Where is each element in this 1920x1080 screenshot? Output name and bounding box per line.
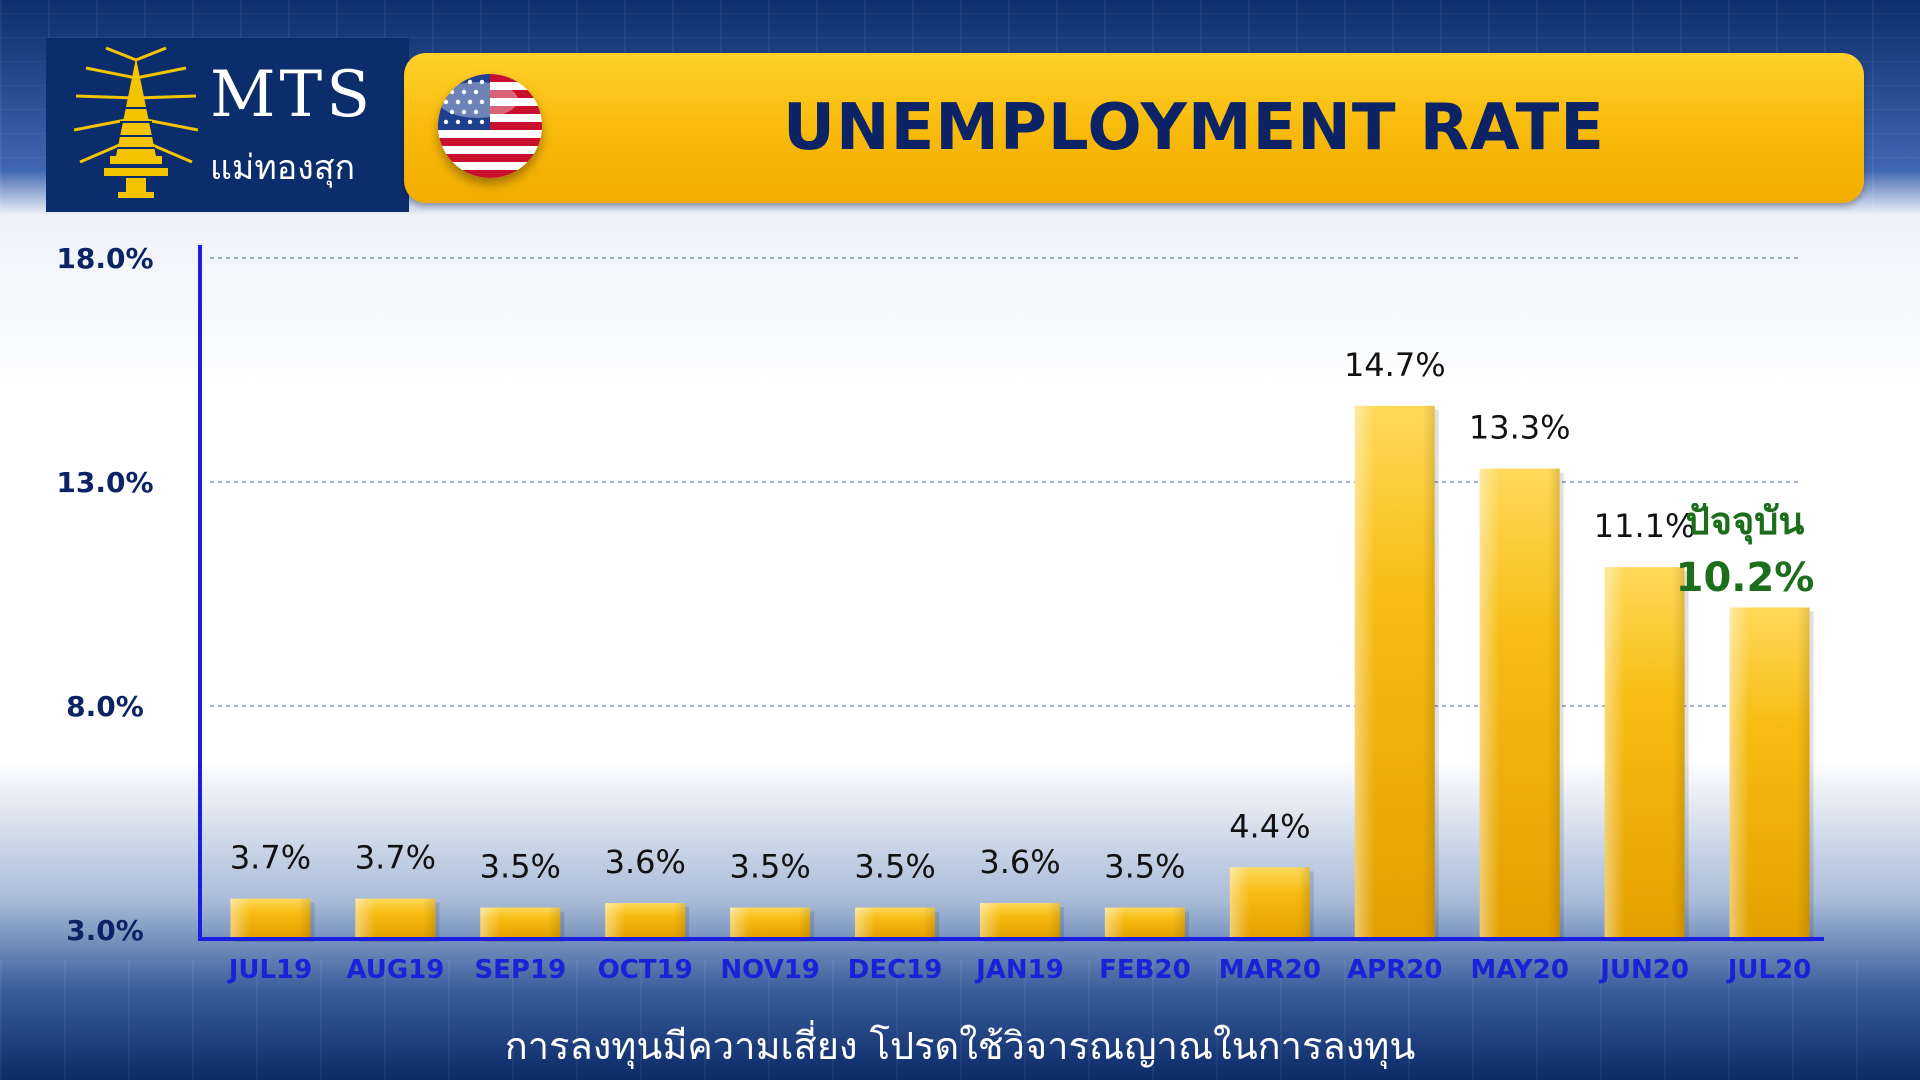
- y-tick-label: 8.0%: [66, 690, 144, 723]
- bar-highlight: [1354, 405, 1435, 939]
- x-tick-label: DEC19: [848, 955, 943, 985]
- x-tick-label: NOV19: [720, 955, 819, 985]
- x-tick-label: MAR20: [1219, 955, 1321, 985]
- logo-panel: [46, 38, 409, 212]
- x-tick-label: SEP19: [474, 955, 566, 985]
- risk-disclaimer: การลงทุนมีความเสี่ยง โปรดใช้วิจารณญาณในก…: [504, 1024, 1416, 1068]
- bar-highlight: [605, 903, 686, 938]
- bar-value-label: 3.5%: [854, 848, 935, 886]
- bar-value-label: 3.7%: [355, 839, 436, 877]
- bar-highlight: [855, 907, 936, 938]
- bar-value-label: 4.4%: [1229, 807, 1310, 845]
- bar-highlight: [1479, 468, 1560, 938]
- bar-value-label: 3.7%: [230, 839, 311, 877]
- background-pattern-bottom: [0, 960, 1920, 1080]
- bar-value-label: 3.5%: [730, 848, 811, 886]
- bar-highlight: [730, 907, 811, 938]
- title-banner: [404, 53, 1864, 203]
- bar-highlight: [1104, 907, 1185, 938]
- x-tick-label: JUN20: [1598, 955, 1689, 985]
- lantern-logo-icon: [73, 46, 199, 198]
- y-tick-label: 13.0%: [56, 466, 153, 499]
- callout-label: ปัจจุบัน: [1685, 499, 1805, 543]
- y-tick-label: 18.0%: [56, 242, 153, 275]
- bar-highlight: [230, 898, 311, 938]
- y-tick-label: 3.0%: [66, 914, 144, 947]
- bar-value-label: 3.5%: [1104, 848, 1185, 886]
- bar-highlight: [1729, 607, 1810, 938]
- bar-highlight: [980, 903, 1060, 938]
- x-tick-label: JAN19: [974, 955, 1064, 985]
- bar-highlight: [355, 898, 436, 938]
- callout-value: 10.2%: [1675, 555, 1815, 601]
- us-flag-icon: [438, 74, 542, 178]
- x-tick-label: AUG19: [346, 955, 444, 985]
- current-value-callout: ปัจจุบัน 10.2%: [1660, 490, 1830, 601]
- bar-value-label: 3.6%: [605, 843, 686, 881]
- page-title: UNEMPLOYMENT RATE: [783, 91, 1605, 165]
- bar-value-label: 11.1%: [1594, 507, 1696, 545]
- x-tick-label: APR20: [1347, 955, 1442, 985]
- bar-value-label: 14.7%: [1344, 346, 1446, 384]
- bar-highlight: [1229, 867, 1310, 938]
- bar-highlight: [1604, 567, 1685, 938]
- logo-subtext: แม่ทองสุก: [210, 148, 356, 188]
- bar-value-label: 3.5%: [480, 848, 561, 886]
- unemployment-bar-chart: 3.0% 8.0% 13.0% 18.0% 3.7% 3.7% 3.5% 3.6% 3.5% 3…: [56, 242, 1824, 985]
- bar-highlight: [480, 907, 561, 938]
- x-tick-label: JUL19: [227, 955, 313, 985]
- x-tick-label: MAY20: [1470, 955, 1569, 985]
- logo-text: MTS: [210, 58, 375, 132]
- bar-value-label: 13.3%: [1469, 409, 1571, 447]
- x-tick-label: JUL20: [1726, 955, 1812, 985]
- bar-value-label: 3.6%: [979, 843, 1060, 881]
- x-tick-label: OCT19: [598, 955, 693, 985]
- x-tick-label: FEB20: [1099, 955, 1191, 985]
